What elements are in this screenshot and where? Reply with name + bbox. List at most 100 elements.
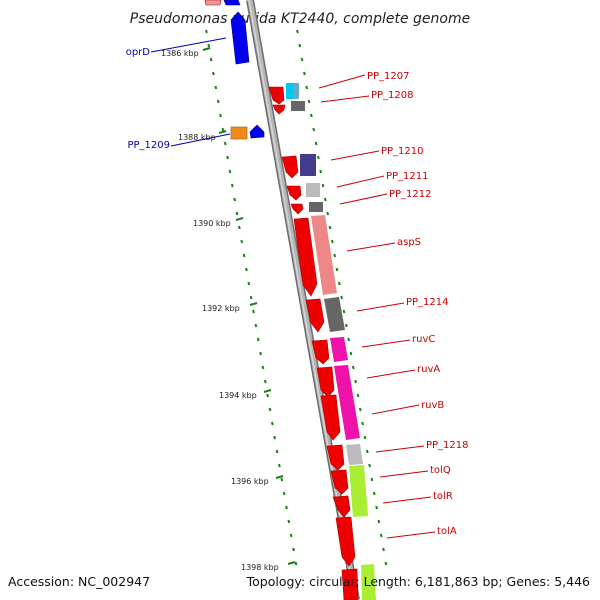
- scale-dot: [347, 337, 351, 342]
- PP_1209-gene-arrow[interactable]: [249, 124, 265, 139]
- scale-dot: [238, 225, 241, 230]
- feature-block[interactable]: [324, 297, 345, 332]
- gene-label-tolR[interactable]: tolR: [433, 491, 453, 502]
- scale-dot: [273, 435, 277, 440]
- tick-mark: [263, 389, 272, 393]
- gene-arrow[interactable]: [293, 217, 318, 297]
- gene-arrow[interactable]: [290, 203, 304, 215]
- scale-dot: [375, 505, 378, 510]
- feature-block[interactable]: [300, 154, 316, 176]
- feature-block[interactable]: [334, 365, 360, 440]
- feature-block[interactable]: [349, 465, 368, 517]
- gene-label-PP_1214[interactable]: PP_1214: [406, 297, 449, 308]
- scale-dot: [384, 561, 388, 566]
- label-leader-line: [339, 193, 388, 205]
- gene-arrow[interactable]: [272, 104, 286, 115]
- gene-arrow[interactable]: [305, 298, 325, 333]
- gene-label-ruvB[interactable]: ruvB: [421, 400, 444, 411]
- gene-arrow[interactable]: [316, 366, 335, 398]
- scale-dot: [372, 491, 376, 496]
- gene-label-PP_1209[interactable]: PP_1209: [127, 140, 170, 151]
- scale-dot: [221, 127, 225, 132]
- feature-block[interactable]: [293, 83, 299, 99]
- scale-dot: [351, 365, 355, 370]
- gene-arrow[interactable]: [286, 185, 302, 201]
- scale-dot: [292, 547, 295, 552]
- tick-label: 1394 kbp: [219, 391, 257, 400]
- gene-label-tolA[interactable]: tolA: [437, 526, 457, 537]
- feature-block[interactable]: [311, 215, 337, 295]
- label-leader-line: [170, 133, 231, 147]
- gene-label-ruvC[interactable]: ruvC: [412, 334, 435, 345]
- scale-dot: [333, 253, 337, 258]
- gene-label-tolQ[interactable]: tolQ: [430, 465, 451, 476]
- map-title: Pseudomonas putida KT2440, complete geno…: [130, 11, 470, 27]
- scale-dot: [356, 393, 360, 398]
- scale-dot: [226, 155, 229, 160]
- gene-label-oprD[interactable]: oprD: [126, 47, 151, 58]
- feature-block[interactable]: [291, 101, 305, 111]
- feature-block[interactable]: [309, 202, 323, 212]
- PP_1209-feature-box[interactable]: [230, 126, 248, 140]
- gene-label-PP_1212[interactable]: PP_1212: [389, 189, 432, 200]
- gene-label-PP_1208[interactable]: PP_1208: [371, 90, 414, 101]
- gene-arrow[interactable]: [341, 568, 359, 600]
- gene-arrow[interactable]: [326, 444, 345, 471]
- scale-dot: [300, 57, 304, 62]
- gene-arrow[interactable]: [330, 469, 349, 495]
- genome-stats-text: Topology: circular; Length: 6,181,863 bp…: [246, 574, 590, 589]
- accession-text: Accession: NC_002947: [8, 574, 150, 589]
- label-leader-line: [366, 369, 416, 379]
- gene-label-ruvA[interactable]: ruvA: [417, 364, 440, 375]
- gene-arrow[interactable]: [268, 86, 285, 105]
- gene-label-PP_1218[interactable]: PP_1218: [426, 440, 469, 451]
- tick-mark: [235, 217, 244, 221]
- scale-dot: [252, 309, 255, 314]
- gene-label-PP_1207[interactable]: PP_1207: [367, 71, 410, 82]
- gene-arrow-partial[interactable]: [204, 0, 222, 6]
- gene-arrow-partial[interactable]: [223, 0, 241, 6]
- scale-dot: [377, 519, 381, 524]
- feature-block[interactable]: [346, 444, 363, 465]
- scale-dot: [307, 99, 311, 104]
- label-leader-line: [386, 531, 436, 539]
- label-leader-line: [150, 37, 227, 53]
- oprD-gene-arrow[interactable]: [230, 11, 250, 65]
- label-leader-line: [336, 175, 385, 188]
- gene-label-PP_1211[interactable]: PP_1211: [386, 171, 429, 182]
- label-leader-line: [379, 470, 429, 478]
- tick-mark: [202, 47, 211, 51]
- scale-dot: [228, 169, 232, 174]
- scale-dot: [266, 393, 269, 398]
- scale-dot: [216, 99, 220, 104]
- feature-block[interactable]: [306, 183, 320, 197]
- scale-dot: [223, 141, 227, 146]
- scale-dot: [326, 211, 330, 216]
- scale-dot: [321, 183, 325, 188]
- scale-dot: [349, 351, 353, 356]
- feature-block[interactable]: [286, 83, 293, 99]
- label-leader-line: [356, 302, 405, 312]
- scale-dot: [323, 197, 327, 202]
- scale-dot: [209, 57, 213, 62]
- scale-ticks: 1386 kbp 1388 kbp 1390 kbp 1392 kbp 1394 kbp…: [161, 47, 296, 572]
- feature-block[interactable]: [330, 337, 348, 362]
- gene-arrow[interactable]: [320, 394, 341, 441]
- label-leader-line: [320, 95, 370, 103]
- tick-mark: [249, 302, 258, 306]
- scale-dot: [319, 169, 323, 174]
- gene-label-aspS[interactable]: aspS: [397, 237, 421, 248]
- scale-dot: [368, 463, 371, 468]
- scale-dot: [342, 309, 346, 314]
- scale-dot: [370, 477, 374, 482]
- gene-label-PP_1210[interactable]: PP_1210: [381, 146, 424, 157]
- scale-dot: [358, 407, 362, 412]
- gene-arrow[interactable]: [281, 155, 299, 179]
- scale-dot: [287, 519, 291, 524]
- gene-arrow[interactable]: [335, 516, 356, 567]
- gene-arrow[interactable]: [311, 339, 330, 365]
- feature-block[interactable]: [361, 564, 376, 600]
- gene-arrow[interactable]: [332, 495, 351, 518]
- scale-dot: [278, 463, 281, 468]
- scale-dot: [316, 155, 320, 160]
